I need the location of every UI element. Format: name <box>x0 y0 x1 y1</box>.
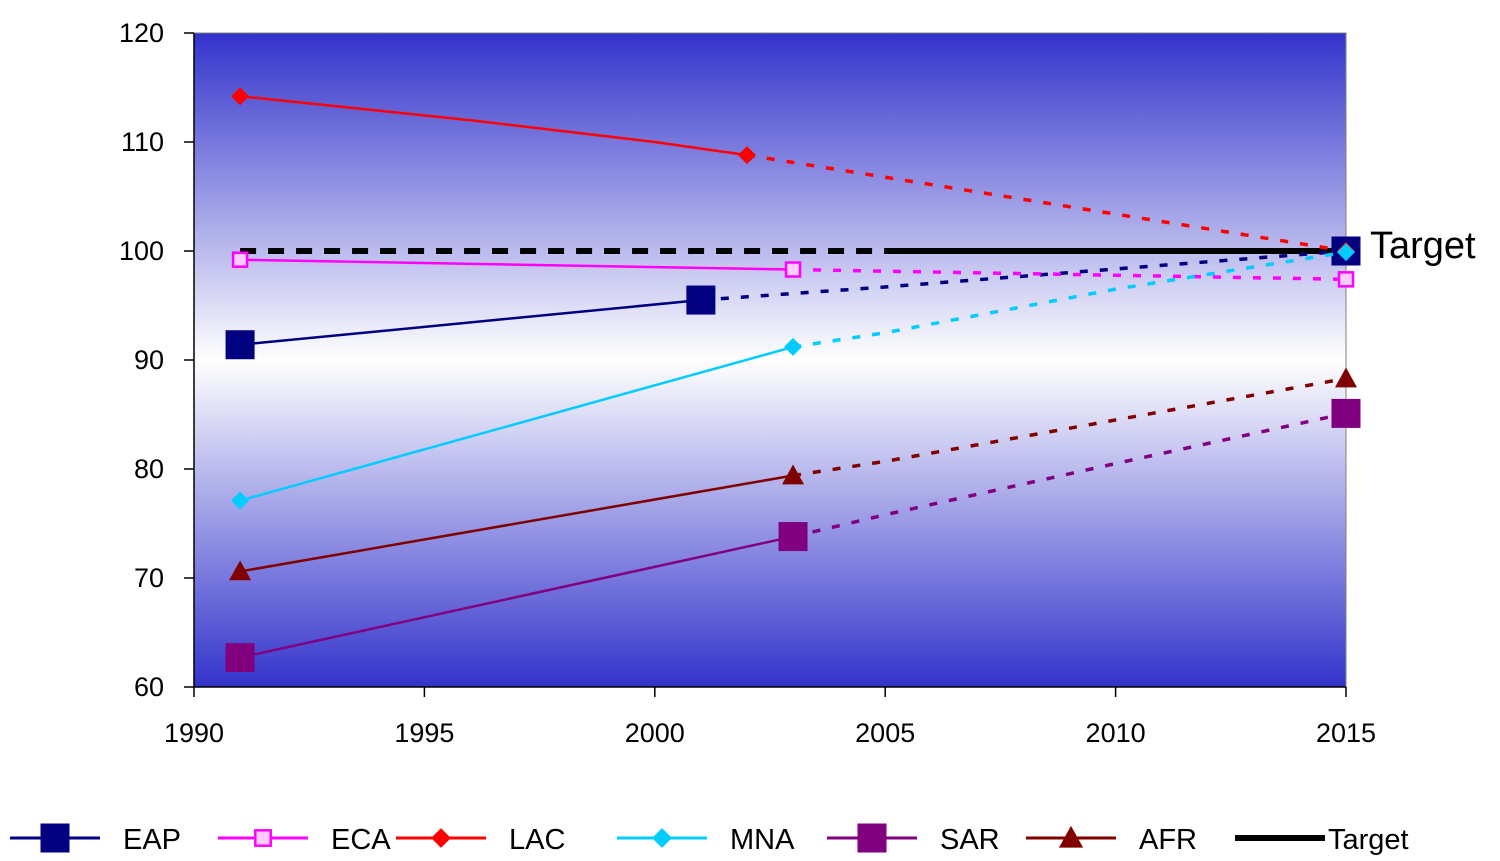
series-lac-point <box>737 146 756 165</box>
series-eap <box>225 236 1361 360</box>
x-tick-label: 2005 <box>855 718 915 748</box>
y-tick-label: 120 <box>119 18 164 48</box>
legend-label: AFR <box>1139 824 1197 856</box>
series-sar-actual-line <box>239 535 794 659</box>
series-afr-point <box>229 560 252 581</box>
series-mna-point <box>784 337 803 356</box>
legend-item-mna: MNA <box>617 824 795 856</box>
legend-swatch-marker <box>857 823 887 853</box>
series-eca-actual-line <box>240 258 794 271</box>
legend-swatch-marker <box>40 823 70 853</box>
y-tick-label: 60 <box>134 672 164 702</box>
legend-item-target: Target <box>1235 824 1409 856</box>
legend-swatch-marker <box>254 829 272 847</box>
series-eca-point <box>1337 271 1355 288</box>
series-eca-point <box>784 261 802 278</box>
y-tick-label: 90 <box>134 345 164 375</box>
series-eap-point <box>686 285 716 315</box>
legend-label: Target <box>1328 824 1409 856</box>
series-eca-projected-line <box>793 267 1347 282</box>
series-sar-projected-line <box>792 411 1347 539</box>
x-tick-label: 1995 <box>394 718 454 748</box>
y-tick-label: 70 <box>134 563 164 593</box>
legend-label: ECA <box>331 824 391 856</box>
plot-area <box>193 32 1347 688</box>
series-eap-point <box>225 330 255 360</box>
series-sar-point <box>778 522 808 552</box>
series-lac-projected-line <box>746 153 1347 253</box>
x-tick-label: 1990 <box>164 718 224 748</box>
legend-item-eap: EAP <box>10 823 181 856</box>
x-tick-label: 2010 <box>1086 718 1146 748</box>
legend-item-sar: SAR <box>827 823 1000 856</box>
series-eca <box>231 251 1355 288</box>
series-afr-point <box>782 464 805 485</box>
legend-item-lac: LAC <box>396 824 565 856</box>
series-afr-actual-line <box>239 474 794 573</box>
series-lac-point <box>231 87 250 106</box>
legend-item-afr: AFR <box>1026 824 1197 856</box>
y-tick-label: 100 <box>119 236 164 266</box>
series-mna-point <box>1337 243 1355 262</box>
axes: 60 70 80 90 100 110 120 1990 1995 2000 2005 2010 201… <box>119 18 1376 748</box>
series-mna-point <box>231 491 250 510</box>
series-afr-projected-line <box>792 376 1347 478</box>
series-eap-actual-line <box>239 298 702 346</box>
series-afr <box>229 367 1357 581</box>
series-sar <box>225 398 1361 673</box>
legend-swatch-marker <box>652 828 672 848</box>
legend-label: EAP <box>123 824 181 856</box>
legend-swatch-marker <box>431 828 451 848</box>
target-annotation: Target <box>1370 225 1476 267</box>
legend-item-eca: ECA <box>218 824 391 856</box>
legend-label: LAC <box>509 824 565 856</box>
series-mna-actual-line <box>239 345 794 502</box>
series-sar-point <box>225 643 255 673</box>
series-lac-actual-line <box>239 94 748 157</box>
series-eca-point <box>231 251 249 268</box>
y-tick-label: 110 <box>121 127 164 157</box>
legend-label: SAR <box>940 824 1000 856</box>
y-tick-label: 80 <box>134 454 164 484</box>
x-tick-label: 2015 <box>1316 718 1376 748</box>
series-eap-projected-line <box>700 249 1347 302</box>
x-tick-label: 2000 <box>625 718 685 748</box>
series-layer: Target <box>225 87 1476 673</box>
series-mna-projected-line <box>792 250 1347 349</box>
legend-label: MNA <box>730 824 795 856</box>
series-afr-point <box>1335 367 1357 388</box>
series-sar-point <box>1331 398 1361 428</box>
series-mna <box>231 243 1355 510</box>
legend: EAP ECA LAC MNA SAR AFR Target <box>10 823 1409 856</box>
legend-swatch-marker <box>1058 825 1084 848</box>
